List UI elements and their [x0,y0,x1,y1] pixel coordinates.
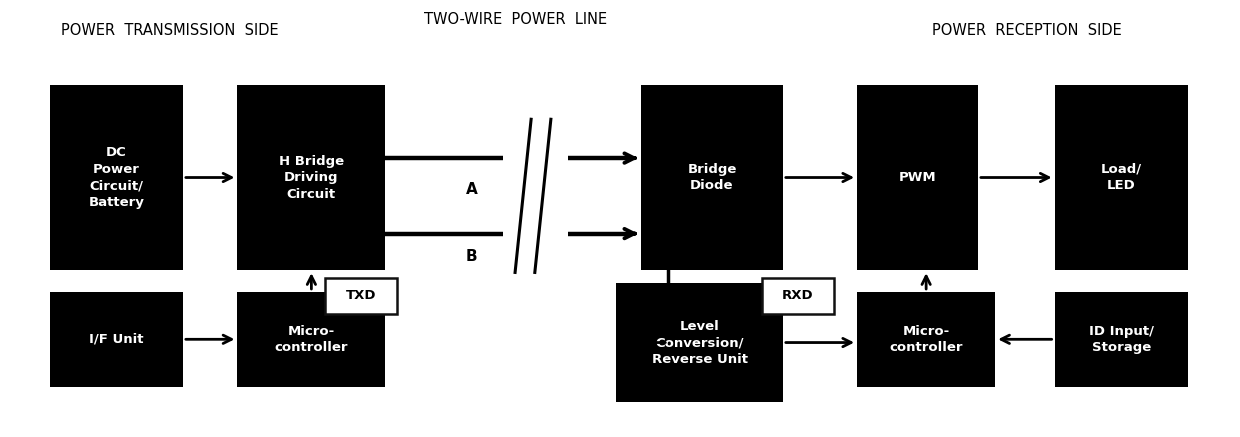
Text: RXD: RXD [782,289,813,302]
Bar [325,277,397,314]
Bar [50,85,184,270]
Text: H Bridge
Driving
Circuit: H Bridge Driving Circuit [279,155,343,201]
Text: TXD: TXD [346,289,376,302]
Bar [761,277,833,314]
Bar [857,85,978,270]
Bar [237,85,386,270]
Bar [1054,85,1188,270]
Text: B: B [466,249,477,264]
Bar [1054,292,1188,387]
Bar [857,292,996,387]
Text: Load/
LED: Load/ LED [1101,163,1142,192]
Text: TWO-WIRE  POWER  LINE: TWO-WIRE POWER LINE [424,12,606,27]
Text: POWER  TRANSMISSION  SIDE: POWER TRANSMISSION SIDE [61,23,278,38]
Text: POWER  RECEPTION  SIDE: POWER RECEPTION SIDE [932,23,1122,38]
Text: I/F Unit: I/F Unit [89,333,144,346]
Bar [641,85,782,270]
Bar [237,292,386,387]
Bar [616,283,782,402]
Text: DC
Power
Circuit/
Battery: DC Power Circuit/ Battery [88,146,144,209]
Text: PWM: PWM [899,171,936,184]
Text: Micro-
controller: Micro- controller [889,325,963,354]
Text: Micro-
controller: Micro- controller [274,325,348,354]
Text: Bridge
Diode: Bridge Diode [687,163,737,192]
Text: ID Input/
Storage: ID Input/ Storage [1089,325,1153,354]
Text: A: A [466,182,477,197]
Bar [50,292,184,387]
Text: Level
Conversion/
Reverse Unit: Level Conversion/ Reverse Unit [652,319,748,365]
